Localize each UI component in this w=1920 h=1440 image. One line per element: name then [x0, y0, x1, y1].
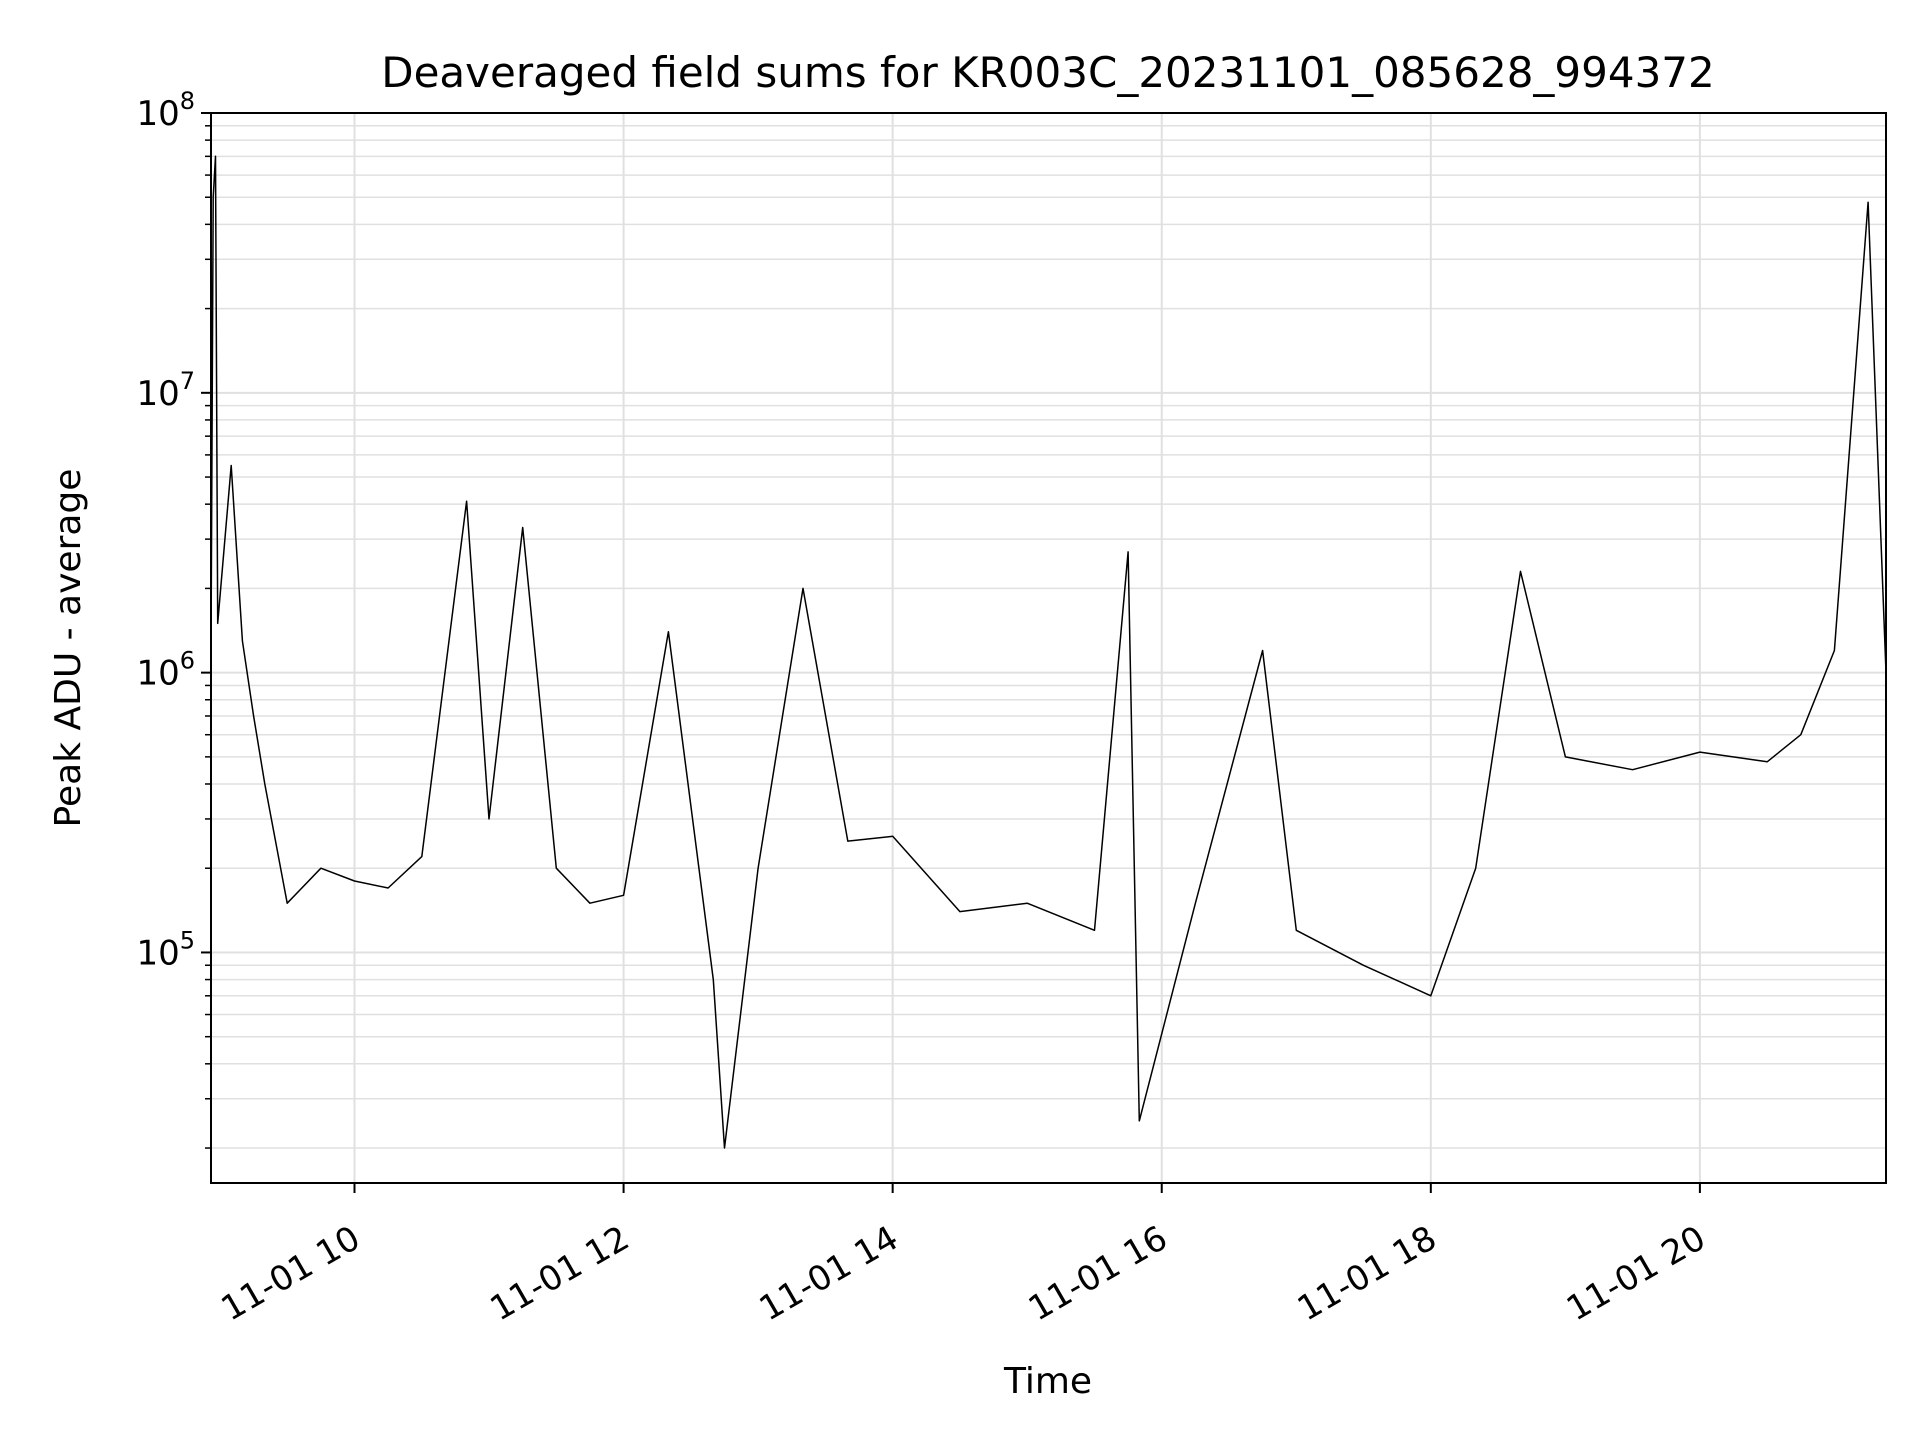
plot-frame: [210, 112, 1887, 1184]
y-tick-label: 106: [136, 647, 195, 694]
data-series: [210, 155, 1887, 1149]
x-axis-label: Time: [1003, 1361, 1092, 1402]
y-axis-label: Peak ADU - average: [48, 469, 89, 828]
y-tick-label: 108: [136, 87, 195, 134]
y-tick-label: 105: [136, 926, 195, 973]
series-line: [210, 155, 1887, 1149]
grid: [211, 112, 1886, 1183]
y-tick-label: 107: [136, 367, 195, 414]
chart-title: Deaveraged field sums for KR003C_2023110…: [381, 48, 1715, 97]
